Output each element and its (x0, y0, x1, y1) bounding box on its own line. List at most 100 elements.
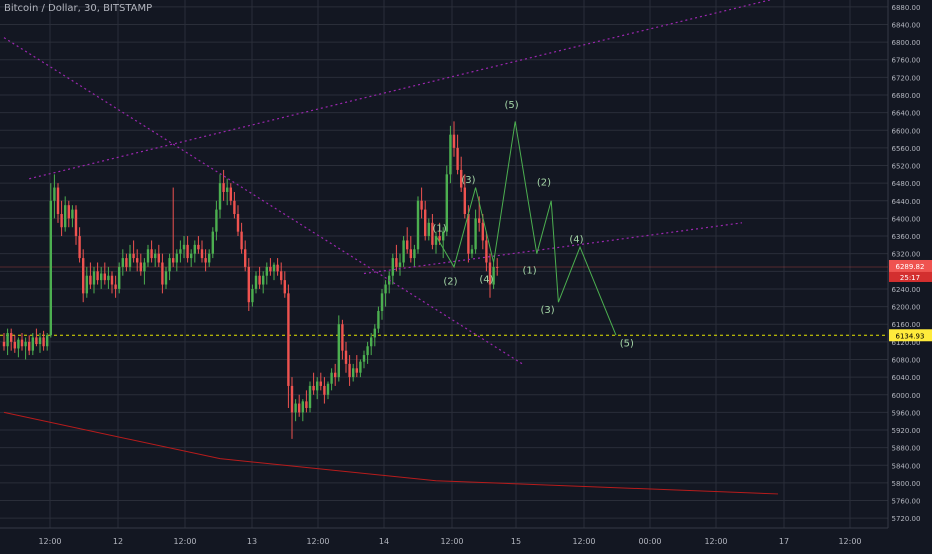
y-tick-label: 6640.00 (892, 110, 921, 118)
candle-body (467, 214, 470, 254)
candle-body (53, 187, 56, 201)
candle-body (125, 258, 128, 267)
candle-body (240, 231, 243, 250)
candle-body (211, 231, 214, 254)
candle-body (334, 372, 337, 378)
candle-body (244, 249, 247, 267)
x-tick-label: 12:00 (38, 537, 61, 546)
candle-body (366, 346, 369, 356)
candle-body (85, 275, 88, 294)
candle-body (208, 253, 211, 263)
candle-body (431, 222, 434, 245)
candle-body (370, 337, 373, 347)
candle-body (251, 288, 254, 303)
x-tick-label: 12 (113, 537, 123, 546)
candle-body (139, 262, 142, 272)
candle-body (373, 328, 376, 338)
y-tick-label: 6480.00 (892, 180, 921, 188)
wave-label: (5) (505, 100, 519, 111)
countdown-badge (889, 271, 932, 282)
candle-body (222, 183, 225, 192)
candle-body (272, 264, 276, 272)
candle-body (463, 187, 466, 215)
y-tick-label: 5880.00 (892, 445, 921, 453)
candle-body (290, 385, 294, 413)
wave-label: (4) (569, 235, 583, 246)
wave-label: (5) (620, 338, 634, 349)
x-tick-label: 12:00 (173, 537, 196, 546)
candle-body (294, 403, 297, 413)
candle-body (118, 266, 121, 289)
candle-body (276, 264, 279, 272)
y-tick-label: 6680.00 (892, 92, 921, 100)
candle-body (157, 253, 160, 263)
candle-body (200, 249, 204, 259)
candle-body (204, 258, 207, 263)
current-price-label: 6289.82 (896, 263, 925, 271)
candle-body (254, 275, 258, 289)
y-tick-label: 5840.00 (892, 462, 921, 470)
candle-body (13, 341, 16, 349)
candle-body (71, 209, 74, 219)
candle-body (150, 249, 153, 259)
candle-body (352, 368, 355, 378)
candle-body (474, 218, 477, 250)
candle-body (481, 222, 484, 241)
candle-body (60, 214, 63, 228)
x-tick-label: 12:00 (440, 537, 463, 546)
candle-body (114, 284, 117, 289)
candle-body (420, 200, 423, 210)
candle-body (312, 385, 315, 391)
x-tick-label: 12:00 (704, 537, 727, 546)
candle-body (427, 222, 430, 237)
y-tick-label: 5800.00 (892, 480, 921, 488)
candle-body (262, 275, 265, 285)
candle-body (215, 209, 218, 232)
candle-body (110, 275, 114, 285)
candle-body (193, 244, 196, 254)
candle-body (308, 385, 312, 408)
candle-body (384, 284, 387, 294)
candle-body (179, 249, 182, 254)
y-tick-label: 5760.00 (892, 498, 921, 506)
y-tick-label: 6560.00 (892, 145, 921, 153)
candle-body (136, 258, 139, 263)
candle-body (2, 341, 6, 347)
current-price-badge (889, 259, 932, 272)
candle-body (445, 174, 448, 232)
x-tick-label: 12:00 (838, 537, 861, 546)
candle-body (301, 401, 304, 413)
candle-body (496, 266, 499, 268)
candle-body (78, 236, 81, 259)
y-tick-label: 6760.00 (892, 57, 921, 65)
wave-label: (3) (541, 305, 555, 316)
candle-body (82, 258, 85, 294)
candle-body (96, 271, 99, 281)
candle-body (359, 361, 362, 373)
candle-body (6, 333, 9, 347)
candle-body (316, 381, 319, 391)
candle-body (344, 350, 348, 364)
candle-body (298, 403, 301, 413)
candle-body (89, 275, 92, 285)
candle-body (305, 401, 308, 408)
candle-body (258, 275, 261, 285)
candle-body (456, 147, 459, 170)
support-badge (889, 329, 932, 342)
y-tick-label: 5720.00 (892, 515, 921, 523)
candle-body (438, 236, 441, 241)
y-tick-label: 6000.00 (892, 392, 921, 400)
x-tick-label: 17 (779, 537, 789, 546)
y-tick-label: 6320.00 (892, 251, 921, 259)
candle-body (452, 134, 456, 148)
candle-body (186, 244, 189, 259)
x-tick-label: 14 (379, 537, 389, 546)
candle-body (74, 209, 78, 237)
y-tick-label: 6080.00 (892, 356, 921, 364)
candle-body (226, 187, 229, 192)
candle-body (478, 218, 481, 223)
countdown-label: 25:17 (900, 274, 920, 282)
candle-body (492, 266, 495, 285)
